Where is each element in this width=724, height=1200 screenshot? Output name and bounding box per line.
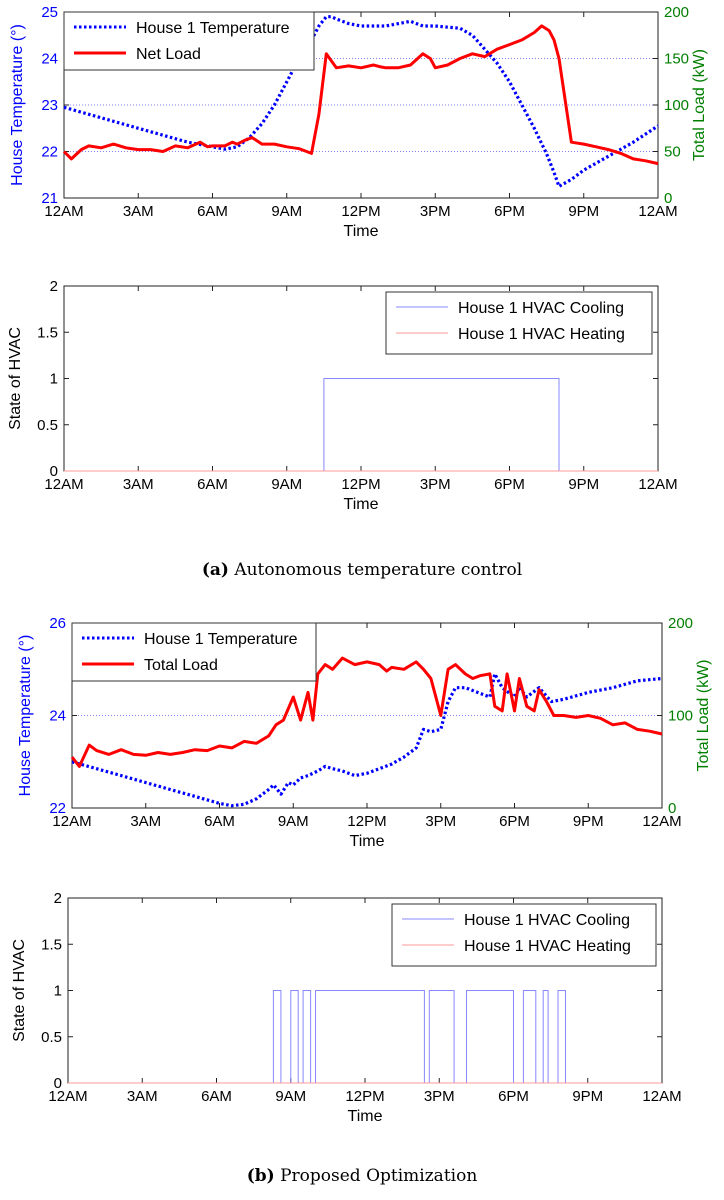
- x-tick-label: 12PM: [341, 203, 380, 220]
- x-tick-label: 3PM: [425, 813, 456, 830]
- x-tick-label: 9AM: [271, 476, 302, 493]
- x-tick-label: 6AM: [197, 203, 228, 220]
- y2-tick-label: 50: [664, 144, 681, 161]
- y-axis-label: House Temperature (°): [9, 24, 26, 186]
- legend-box: [385, 291, 653, 355]
- y-tick-label: 1: [54, 983, 62, 1000]
- x-tick-label: 3AM: [127, 1088, 158, 1105]
- legend-label-1: House 1 HVAC Heating: [464, 938, 631, 955]
- chart-b_bottom: 12AM 3AM 6AM 9AM 12PM 3PM 6PM 9PM 12AM Time 0 0.5 1 1…: [11, 890, 682, 1125]
- x-tick-label: 6PM: [499, 813, 530, 830]
- x-tick-label: 6AM: [201, 1088, 232, 1105]
- series-line-0: [68, 990, 662, 1084]
- y2-axis-label: Total Load (kW): [695, 659, 712, 771]
- series-line-1: [62, 24, 659, 166]
- series-line-1: [70, 656, 663, 768]
- y-tick-label: 1.5: [41, 936, 62, 953]
- x-tick-label: 12AM: [642, 1088, 681, 1105]
- y-axis-label: House Temperature (°): [17, 635, 34, 797]
- x-tick-label: 3PM: [420, 476, 451, 493]
- y-tick-label: 0: [54, 1075, 62, 1092]
- legend-label-1: House 1 HVAC Heating: [458, 326, 625, 343]
- chart-a_bottom: 12AM 3AM 6AM 9AM 12PM 3PM 6PM 9PM 12AM Time 0 0.5 1 1…: [7, 278, 678, 513]
- y-tick-label: 25: [41, 4, 58, 21]
- y-tick-label: 22: [49, 800, 66, 817]
- y2-axis-label: Total Load (kW): [691, 49, 708, 161]
- x-tick-label: 12AM: [638, 203, 677, 220]
- y2-tick-label: 100: [668, 708, 693, 725]
- y-tick-label: 21: [41, 190, 58, 207]
- x-tick-label: 9AM: [278, 813, 309, 830]
- x-axis-label: Time: [344, 223, 379, 240]
- x-tick-label: 6PM: [494, 476, 525, 493]
- y2-tick-label: 0: [664, 190, 672, 207]
- y-axis-label: State of HVAC: [11, 939, 28, 1042]
- x-tick-label: 12PM: [347, 813, 386, 830]
- y-tick-label: 1: [50, 371, 58, 388]
- x-axis-label: Time: [344, 496, 379, 513]
- x-tick-label: 9PM: [573, 813, 604, 830]
- legend-label-0: House 1 HVAC Cooling: [458, 300, 624, 317]
- x-tick-label: 3AM: [123, 203, 154, 220]
- y-tick-label: 26: [49, 615, 66, 632]
- legend-label-0: House 1 Temperature: [144, 631, 298, 648]
- y2-tick-label: 200: [664, 4, 689, 21]
- x-axis-label: Time: [350, 833, 385, 850]
- legend-box: [391, 903, 657, 967]
- legend-label-0: House 1 Temperature: [136, 20, 290, 37]
- y-tick-label: 1.5: [37, 324, 58, 341]
- legend-label-0: House 1 HVAC Cooling: [464, 912, 630, 929]
- x-tick-label: 6AM: [204, 813, 235, 830]
- y-tick-label: 22: [41, 144, 58, 161]
- x-tick-label: 6AM: [197, 476, 228, 493]
- x-tick-label: 9AM: [271, 203, 302, 220]
- chart-a_top: 12AM 3AM 6AM 9AM 12PM 3PM 6PM 9PM 12AM Time 21 22 23…: [9, 4, 708, 240]
- x-tick-label: 3PM: [420, 203, 451, 220]
- series-line-0: [63, 15, 659, 188]
- x-tick-label: 3AM: [123, 476, 154, 493]
- y2-tick-label: 150: [664, 51, 689, 68]
- legend-label-1: Net Load: [136, 46, 201, 63]
- x-tick-label: 12AM: [638, 476, 677, 493]
- x-tick-label: 12AM: [642, 813, 681, 830]
- x-tick-label: 12AM: [44, 476, 83, 493]
- y-tick-label: 2: [54, 890, 62, 907]
- y-tick-label: 23: [41, 97, 58, 114]
- legend-box: [71, 622, 317, 682]
- x-tick-label: 12AM: [48, 1088, 87, 1105]
- y-tick-label: 0.5: [41, 1029, 62, 1046]
- x-tick-label: 6PM: [494, 203, 525, 220]
- x-tick-label: 9AM: [275, 1088, 306, 1105]
- y2-tick-label: 200: [668, 615, 693, 632]
- x-tick-label: 6PM: [498, 1088, 529, 1105]
- legend-label-1: Total Load: [144, 657, 218, 674]
- y2-tick-label: 100: [664, 97, 689, 114]
- y-tick-label: 24: [49, 708, 66, 725]
- x-tick-label: 3PM: [424, 1088, 455, 1105]
- x-tick-label: 12AM: [52, 813, 91, 830]
- y-tick-label: 24: [41, 51, 58, 68]
- y2-tick-label: 0: [668, 800, 676, 817]
- x-axis-label: Time: [348, 1108, 383, 1125]
- x-tick-label: 3AM: [130, 813, 161, 830]
- x-tick-label: 9PM: [568, 203, 599, 220]
- y-axis-label: State of HVAC: [7, 327, 24, 430]
- y-tick-label: 0: [50, 463, 58, 480]
- x-tick-label: 12PM: [345, 1088, 384, 1105]
- x-tick-label: 9PM: [568, 476, 599, 493]
- y-tick-label: 2: [50, 278, 58, 295]
- x-tick-label: 9PM: [572, 1088, 603, 1105]
- legend-box: [63, 11, 315, 71]
- x-tick-label: 12AM: [44, 203, 83, 220]
- y-tick-label: 0.5: [37, 417, 58, 434]
- x-tick-label: 12PM: [341, 476, 380, 493]
- chart-b_top: 12AM 3AM 6AM 9AM 12PM 3PM 6PM 9PM 12AM Time 22 24 26…: [17, 615, 712, 850]
